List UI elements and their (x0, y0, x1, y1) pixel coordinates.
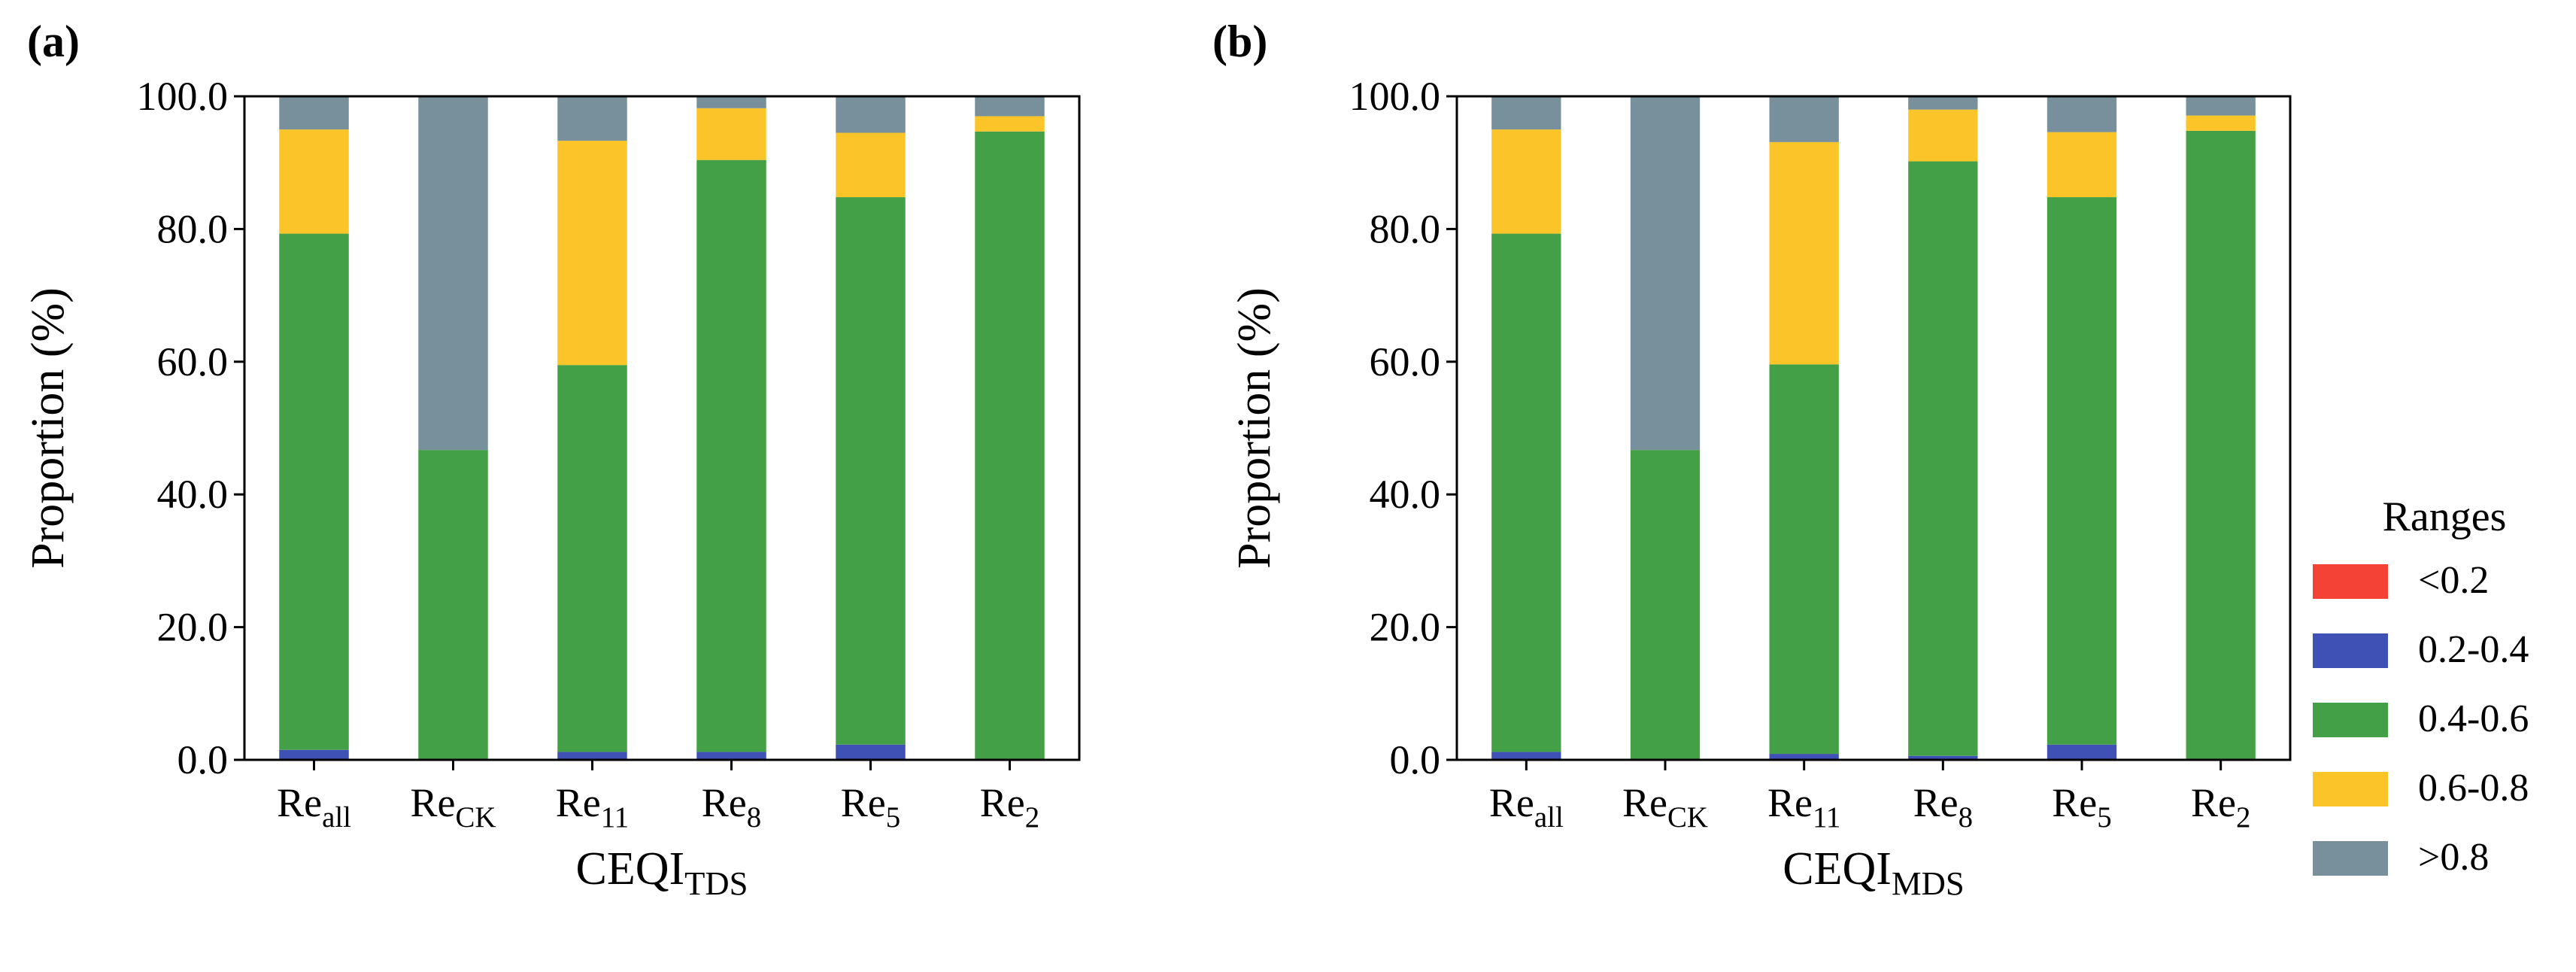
bar-segment-5-2 (836, 197, 906, 745)
bar-segment-all-1 (279, 749, 349, 760)
x-axis-label: CEQIMDS (1783, 843, 1964, 902)
bar-segment-11-3 (1769, 141, 1839, 365)
x-tick-label: Reall (277, 780, 351, 834)
bar-segment-ck-2 (1630, 450, 1701, 760)
bar-segment-8-4 (1908, 96, 1978, 110)
bar-segment-8-3 (1908, 109, 1978, 162)
bar-segment-11-4 (1769, 96, 1839, 142)
x-tick-label: Re2 (980, 780, 1039, 834)
legend-swatch-1 (2313, 633, 2388, 668)
bar-segment-all-2 (1491, 233, 1561, 752)
legend-label-2: 0.4-0.6 (2418, 697, 2529, 740)
bar-segment-11-4 (557, 96, 627, 141)
legend-swatch-0 (2313, 564, 2388, 599)
y-tick-label: 20.0 (157, 605, 229, 650)
bar-segment-8-1 (696, 752, 766, 760)
legend-swatch-2 (2313, 703, 2388, 737)
bar-segment-2-4 (2186, 96, 2256, 116)
x-tick-label: Re11 (1767, 780, 1840, 834)
bar-segment-2-3 (975, 116, 1045, 132)
bar-segment-11-3 (557, 141, 627, 366)
bar-segment-all-2 (279, 233, 349, 750)
bar-segment-5-3 (2047, 132, 2117, 198)
y-tick-label: 80.0 (157, 206, 229, 251)
x-tick-label: Re8 (1913, 780, 1973, 834)
legend-swatch-4 (2313, 841, 2388, 876)
bar-segment-ck-4 (418, 96, 488, 451)
bar-segment-8-3 (696, 108, 766, 160)
bar-segment-8-1 (1908, 755, 1978, 760)
bar-segment-5-4 (2047, 96, 2117, 132)
bars (279, 96, 1045, 761)
x-tick-label: ReCK (410, 780, 496, 834)
bar-segment-2-2 (975, 131, 1045, 761)
panel-a: (a) 0.0 20.0 40.0 60.0 80.0 100.0 Reall ReCK Re11… (23, 17, 1081, 902)
panel-b: (b) 0.0 20.0 40.0 60.0 80.0 100.0 Reall ReCK Re11… (1212, 17, 2292, 902)
x-tick-label: Re2 (2191, 780, 2250, 834)
bar-segment-5-2 (2047, 197, 2117, 745)
y-axis-label: Proportion (%) (23, 287, 74, 569)
y-tick-label: 100.0 (137, 74, 229, 119)
bar-segment-ck-2 (418, 450, 488, 760)
x-tick-label: Re5 (2052, 780, 2111, 834)
bar-segment-5-3 (836, 132, 906, 198)
x-axis-label: CEQITDS (576, 843, 748, 902)
bar-segment-8-2 (696, 159, 766, 752)
y-tick-label: 40.0 (1370, 472, 1441, 517)
bar-segment-8-2 (1908, 161, 1978, 756)
y-tick-label: 0.0 (177, 737, 229, 782)
y-tick-label: 60.0 (1370, 339, 1441, 384)
axes-frame (1455, 95, 2292, 761)
bar-segment-11-1 (557, 752, 627, 760)
y-axis-label: Proportion (%) (1229, 287, 1280, 569)
bar-segment-11-2 (557, 365, 627, 752)
legend-label-4: >0.8 (2418, 836, 2489, 879)
x-tick-label: Re11 (556, 780, 629, 834)
axes-frame (243, 95, 1081, 761)
legend-label-3: 0.6-0.8 (2418, 767, 2529, 809)
legend-title: Ranges (2383, 494, 2507, 540)
y-tick-label: 60.0 (157, 339, 229, 384)
legend-label-1: 0.2-0.4 (2418, 628, 2529, 671)
y-tick-label: 80.0 (1370, 206, 1441, 251)
bar-segment-all-4 (279, 96, 349, 130)
x-tick-label: Reall (1489, 780, 1564, 834)
y-tick-label: 100.0 (1349, 74, 1441, 119)
bar-segment-ck-4 (1630, 96, 1701, 451)
legend-swatch-3 (2313, 772, 2388, 806)
bar-segment-5-1 (2047, 744, 2117, 760)
bar-segment-11-1 (1769, 754, 1839, 760)
bar-segment-all-3 (1491, 129, 1561, 234)
bar-segment-5-4 (836, 96, 906, 133)
panel-letter: (a) (27, 17, 80, 66)
bar-segment-2-4 (975, 96, 1045, 117)
bar-segment-8-4 (696, 96, 766, 108)
legend: Ranges <0.2 0.2-0.4 0.4-0.6 0.6-0.8 >0.8 (2313, 494, 2529, 879)
bar-segment-all-1 (1491, 752, 1561, 760)
bars (1491, 96, 2256, 760)
bar-segment-11-2 (1769, 364, 1839, 755)
legend-label-0: <0.2 (2418, 559, 2489, 602)
y-tick-label: 20.0 (1370, 605, 1441, 650)
bar-segment-2-3 (2186, 115, 2256, 131)
panel-letter: (b) (1212, 17, 1267, 66)
x-tick-label: Re5 (841, 780, 900, 834)
x-tick-label: ReCK (1622, 780, 1708, 834)
bar-segment-2-2 (2186, 130, 2256, 760)
bar-segment-5-1 (836, 744, 906, 760)
y-tick-label: 0.0 (1390, 737, 1441, 782)
y-tick-label: 40.0 (157, 472, 229, 517)
bar-segment-all-3 (279, 129, 349, 234)
bar-segment-all-4 (1491, 96, 1561, 130)
x-tick-label: Re8 (702, 780, 761, 834)
